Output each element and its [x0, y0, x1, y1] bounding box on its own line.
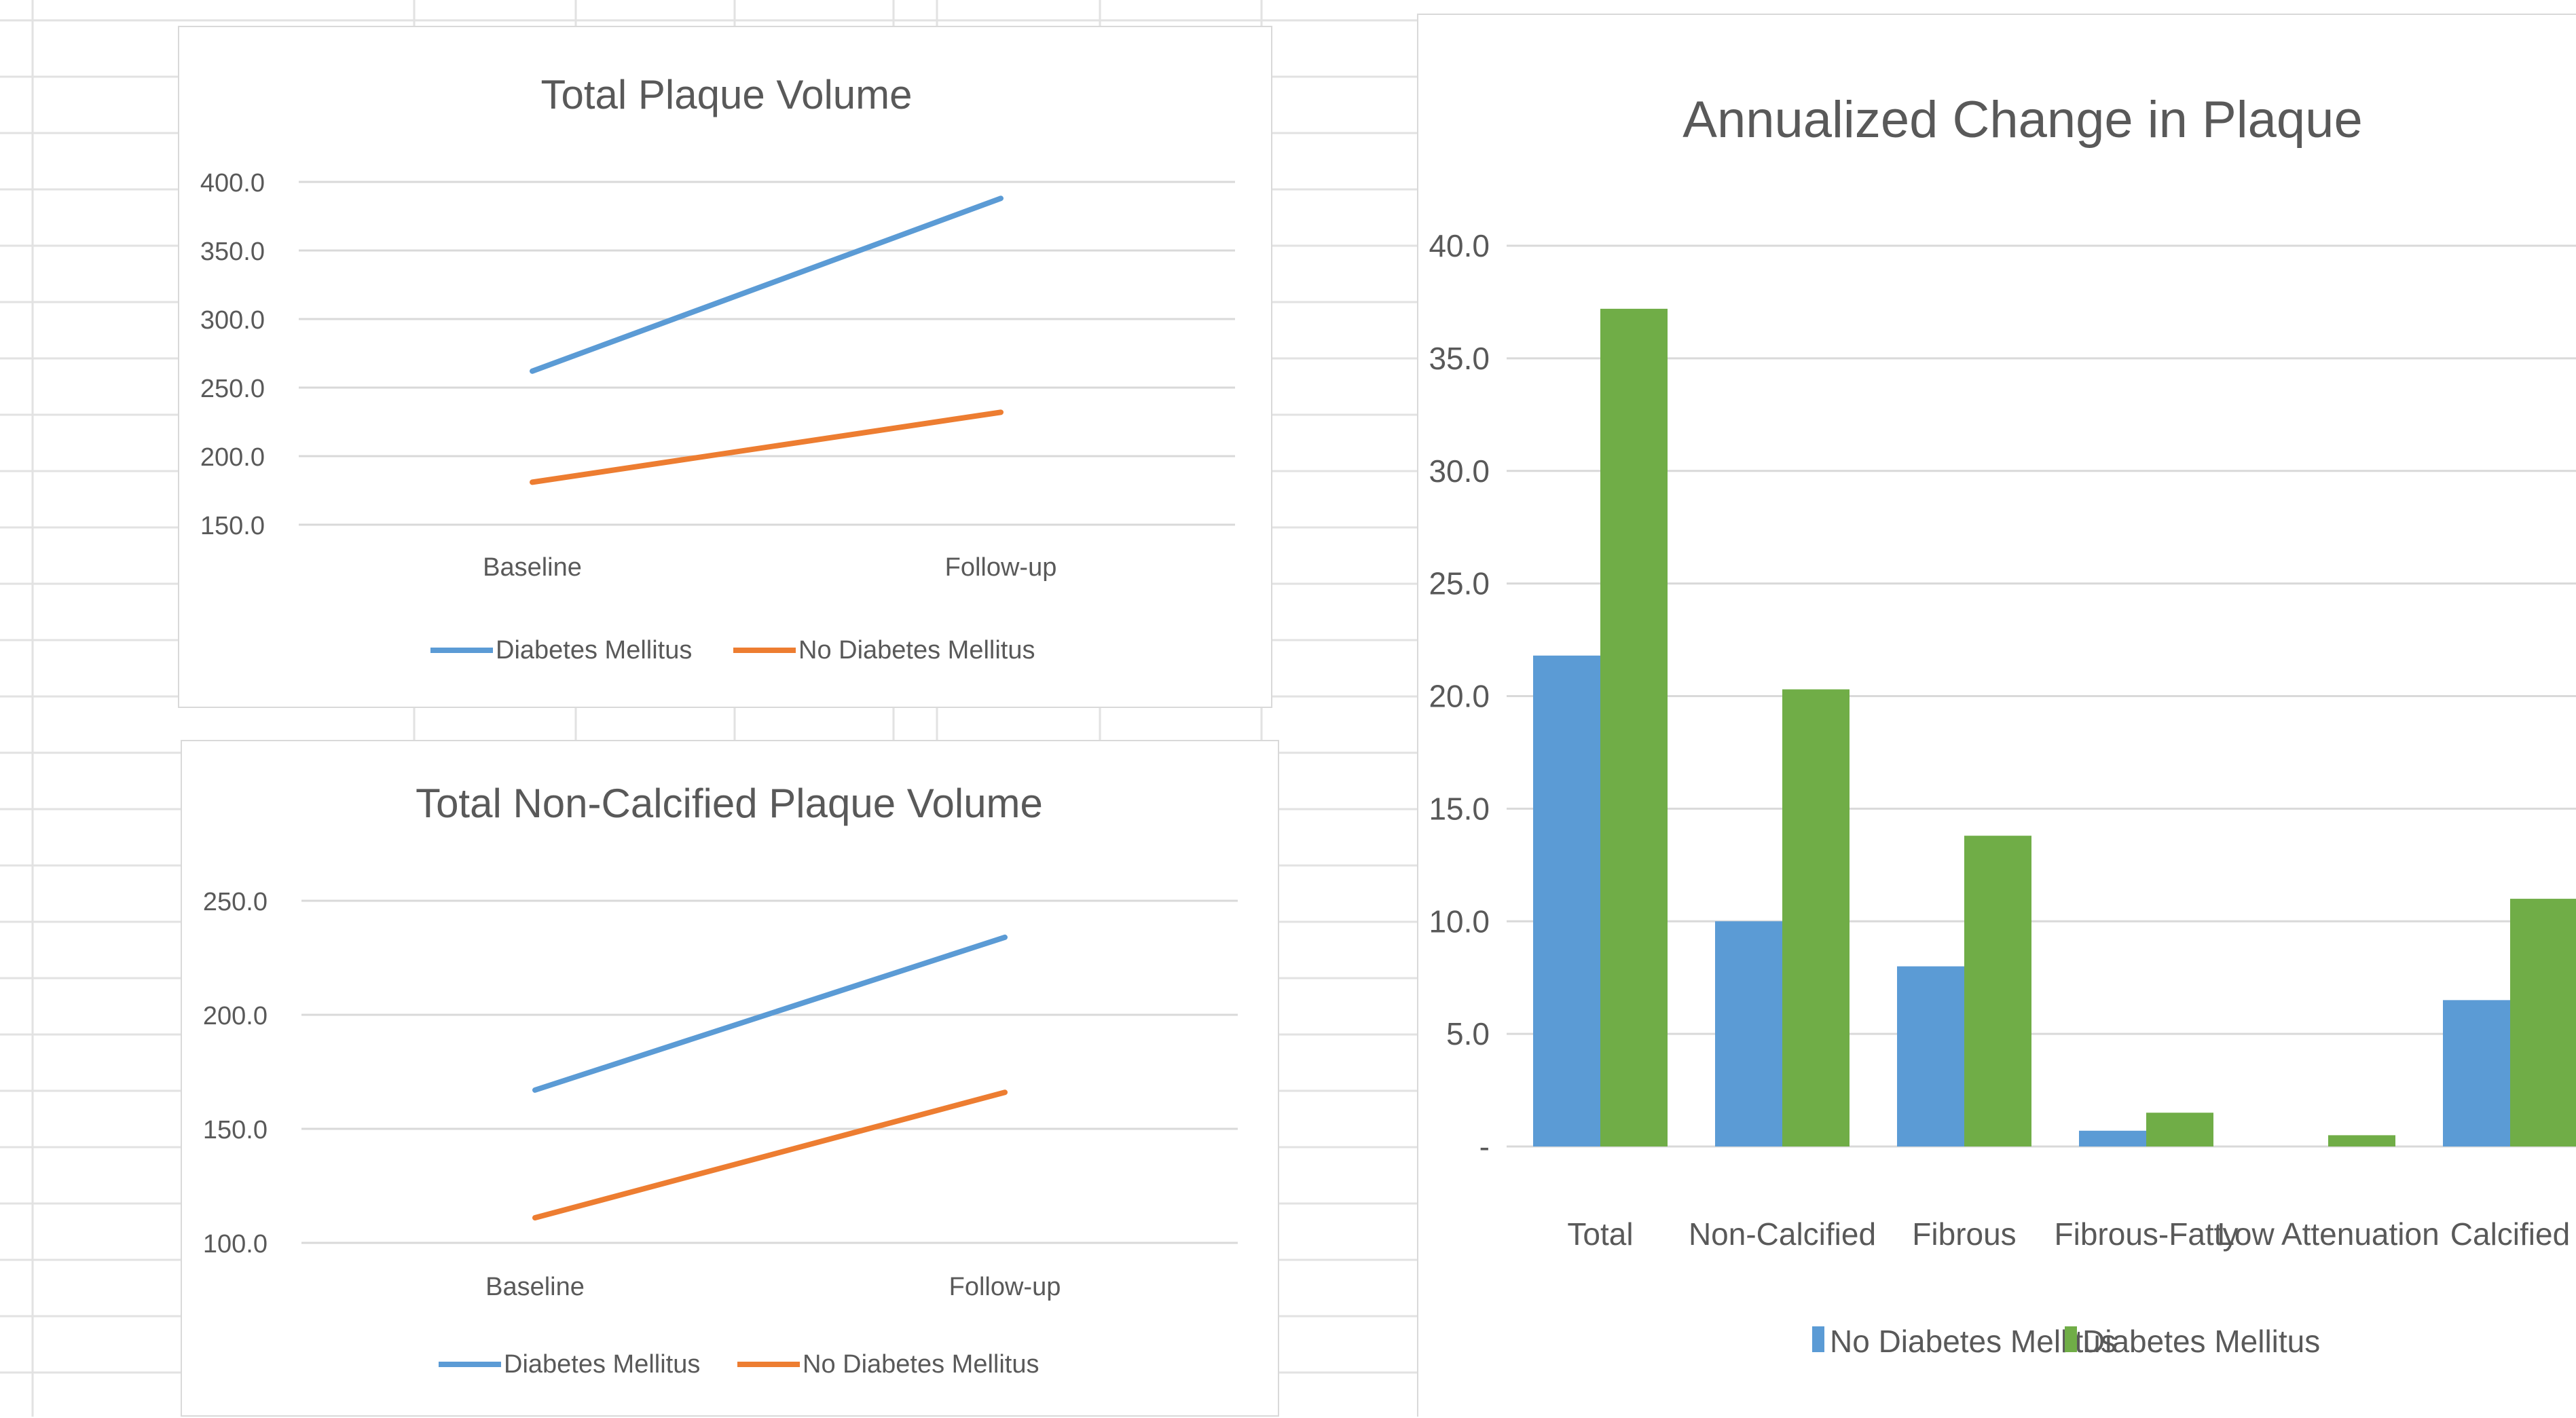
y-axis-ticks: 150.0 200.0 250.0 300.0 350.0 400.0	[200, 169, 265, 540]
y-tick-label: 30.0	[1429, 453, 1490, 489]
legend: Diabetes Mellitus No Diabetes Mellitus	[430, 636, 1035, 665]
y-tick-label: 300.0	[200, 306, 265, 335]
bar-diabetes-mellitus	[1782, 689, 1850, 1146]
total-plaque-volume-plot: Total Plaque Volume 150.0 200.0 250.0 300.0…	[200, 72, 1235, 665]
y-axis-ticks: 100.0 150.0 200.0 250.0	[203, 888, 268, 1258]
x-tick-label: Non-Calcified	[1689, 1216, 1876, 1252]
x-axis-ticks: Baseline Follow-up	[483, 553, 1056, 582]
y-tick-label: 150.0	[200, 512, 265, 540]
x-tick-label: Fibrous-Fatty	[2055, 1216, 2239, 1252]
x-axis-ticks: Baseline Follow-up	[485, 1273, 1061, 1301]
legend-label: Diabetes Mellitus	[496, 636, 692, 665]
x-tick-label: Baseline	[483, 553, 582, 582]
x-tick-label: Total	[1567, 1216, 1633, 1252]
y-tick-label: 350.0	[200, 238, 265, 266]
y-tick-label: 250.0	[200, 375, 265, 403]
x-tick-label: Follow-up	[949, 1273, 1061, 1301]
legend-swatch	[1812, 1326, 1824, 1352]
bar-diabetes-mellitus	[2510, 899, 2576, 1146]
gridlines	[299, 181, 1235, 526]
series-line-diabetes-mellitus	[530, 195, 1004, 374]
legend-swatch	[2065, 1326, 2077, 1352]
bar-diabetes-mellitus	[2328, 1135, 2395, 1146]
bars	[1533, 308, 2576, 1146]
bar-no-diabetes-mellitus	[1715, 921, 1782, 1146]
series-line-no-diabetes-mellitus	[532, 1089, 1008, 1221]
y-tick-label: 40.0	[1429, 228, 1490, 263]
non-calcified-plaque-volume-chart[interactable]: Total Non-Calcified Plaque Volume 100.0 1…	[181, 740, 1279, 1417]
series-line-no-diabetes-mellitus	[530, 409, 1004, 485]
bar-diabetes-mellitus	[1964, 836, 2031, 1146]
x-tick-label: Follow-up	[945, 553, 1057, 582]
bar-no-diabetes-mellitus	[2079, 1130, 2146, 1146]
legend-label: Diabetes Mellitus	[504, 1350, 700, 1379]
y-tick-label: 250.0	[203, 888, 268, 916]
bar-diabetes-mellitus	[2146, 1113, 2213, 1146]
chart-title: Total Non-Calcified Plaque Volume	[416, 781, 1043, 826]
y-tick-label: 150.0	[203, 1116, 268, 1144]
chart-title: Total Plaque Volume	[540, 72, 912, 117]
y-tick-label: 20.0	[1429, 679, 1490, 714]
legend-label: Diabetes Mellitus	[2082, 1324, 2320, 1359]
y-tick-label: 15.0	[1429, 791, 1490, 826]
y-tick-label: 400.0	[200, 169, 265, 198]
bar-no-diabetes-mellitus	[1897, 966, 1964, 1146]
y-tick-label: -	[1479, 1129, 1490, 1164]
annualized-change-chart[interactable]: Annualized Change in Plaque - 5.0 10.0 15.0…	[1417, 14, 2576, 1417]
gridlines	[301, 899, 1238, 1244]
series-lines	[532, 934, 1008, 1221]
x-tick-label: Fibrous	[1912, 1216, 2016, 1252]
y-axis-ticks: - 5.0 10.0 15.0 20.0 25.0 30.0 35.0 40.0	[1429, 228, 1490, 1164]
legend-label: No Diabetes Mellitus	[798, 636, 1035, 665]
y-tick-label: 35.0	[1429, 341, 1490, 376]
x-tick-label: Baseline	[485, 1273, 585, 1301]
non-calcified-plaque-volume-plot: Total Non-Calcified Plaque Volume 100.01…	[203, 781, 1238, 1379]
chart-title: Annualized Change in Plaque	[1682, 91, 2362, 149]
x-tick-label: Calcified	[2450, 1216, 2570, 1252]
y-tick-label: 100.0	[203, 1230, 268, 1258]
series-lines	[530, 195, 1004, 485]
bar-diabetes-mellitus	[1600, 308, 1668, 1146]
y-tick-label: 25.0	[1429, 566, 1490, 601]
x-tick-label: Low Attenuation	[2217, 1216, 2439, 1252]
bar-no-diabetes-mellitus	[1533, 655, 1600, 1146]
y-tick-label: 10.0	[1429, 903, 1490, 939]
y-tick-label: 200.0	[203, 1002, 268, 1030]
total-plaque-volume-chart[interactable]: Total Plaque Volume 150.0 200.0 250.0 300.0…	[178, 26, 1272, 708]
x-axis-ticks: Total Non-Calcified Fibrous Fibrous-FattyLo…	[1567, 1216, 2570, 1252]
legend-label: No Diabetes Mellitus	[803, 1350, 1039, 1379]
y-tick-label: 5.0	[1446, 1016, 1490, 1051]
y-tick-label: 200.0	[200, 443, 265, 472]
legend: Diabetes Mellitus No Diabetes Mellitus	[439, 1350, 1039, 1379]
bar-no-diabetes-mellitus	[2443, 1000, 2510, 1146]
gridlines	[1507, 244, 2576, 1148]
annualized-change-plot: Annualized Change in Plaque - 5.0 10.0 15.0…	[1429, 91, 2576, 1359]
series-line-diabetes-mellitus	[532, 934, 1008, 1093]
